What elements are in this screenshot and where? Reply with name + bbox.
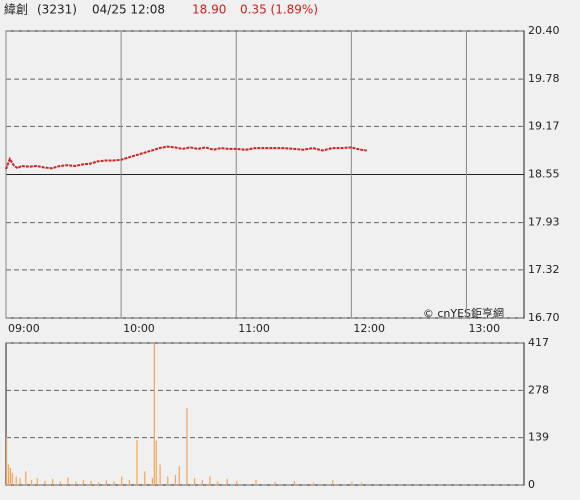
volume-bar [15,476,17,485]
volume-bar [75,481,77,485]
change: 0.35 (1.89%) [240,3,318,17]
volume-bar [128,479,130,485]
volume-bar [332,480,334,485]
volume-bar [19,478,21,485]
volume-bar [82,479,84,485]
volume-bar [226,478,228,485]
volume-bar [30,479,33,485]
volume-bar [174,474,177,485]
y-tick-label: 278 [528,383,549,396]
volume-bar [59,481,61,485]
volume-bar [201,479,203,485]
volume-bar [159,464,161,485]
volume-bar [351,481,353,485]
volume-bar [167,476,169,485]
volume-bar [178,466,180,485]
stock-code: (3231) [37,3,77,17]
y-tick-label: 17.93 [528,216,560,229]
volume-bar [52,478,54,485]
y-tick-label: 20.40 [528,24,560,37]
volume-bar [113,481,115,485]
volume-bar [136,440,138,485]
volume-bar [255,479,257,485]
y-tick-label: 17.32 [528,263,560,276]
volume-bar [186,408,188,485]
volume-bar [6,436,8,485]
volume-bar [293,480,295,485]
y-tick-label: 139 [528,431,549,444]
volume-bar [151,478,154,485]
y-tick-label: 19.17 [528,119,560,132]
volume-bar [105,480,107,485]
volume-bar [36,478,38,485]
volume-bar [153,343,155,485]
volume-bar [217,481,219,485]
y-tick-label: 19.78 [528,72,560,85]
volume-bar [98,482,100,485]
y-tick-label: 0 [528,478,535,491]
volume-bar [44,480,46,485]
volume-bar [360,482,363,485]
volume-bar [155,440,157,485]
volume-frame [5,342,525,486]
volume-bar [90,480,92,485]
price-line [5,145,367,170]
volume-bar [194,478,196,485]
volume-bar [312,482,315,485]
x-tick-label: 13:00 [468,322,500,335]
datetime: 04/25 12:08 [92,3,165,17]
price: 18.90 [192,3,226,17]
volume-bar [11,473,13,485]
volume-bar [7,464,10,485]
stock-name: 緯創 [4,2,28,17]
x-tick-label: 09:00 [8,322,40,335]
volume-bar [236,480,238,485]
volume-bar [25,471,27,485]
x-tick-label: 10:00 [123,322,155,335]
x-tick-label: 11:00 [238,322,270,335]
volume-bar [274,481,276,485]
volume-bar [9,467,12,485]
y-tick-label: 417 [528,336,549,349]
volume-bar [209,476,211,485]
watermark: © cnYES鉅亨網 [423,306,504,320]
x-tick-label: 12:00 [353,322,385,335]
volume-bar [144,471,146,485]
volume-bar [67,477,69,485]
y-tick-label: 16.70 [528,311,560,324]
volume-bar [121,476,123,485]
y-tick-label: 18.55 [528,168,560,181]
